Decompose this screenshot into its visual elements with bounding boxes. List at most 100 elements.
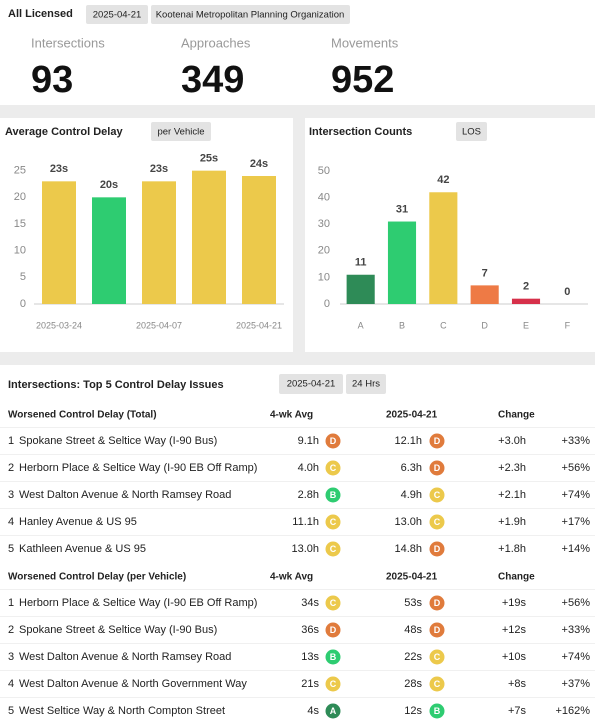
avg-delay: 4s [307,705,319,717]
los-badge [429,460,445,476]
intersection-name[interactable]: West Dalton Avenue & North Ramsey Road [19,651,231,663]
change-pct: +33% [562,624,591,636]
bar [242,176,276,304]
intersection-name[interactable]: Hanley Avenue & US 95 [19,516,137,528]
bar [511,298,541,304]
los-badge [429,514,445,530]
chip[interactable] [456,122,487,141]
y-tick-label: 15 [14,218,26,230]
los-letter: D [434,436,441,446]
bar [470,285,499,304]
change-pct: +74% [562,489,591,501]
los-letter: C [330,679,337,689]
chip[interactable] [346,374,386,394]
column-header: 2025-04-21 [386,410,438,421]
change-pct: +162% [555,705,590,717]
los-letter: B [330,490,337,500]
intersection-name[interactable]: Herborn Place & Seltice Way (I-90 EB Off… [19,597,257,609]
intersection-name[interactable]: West Dalton Avenue & North Government Wa… [19,678,247,690]
chip[interactable] [151,122,211,141]
chip[interactable] [86,5,148,24]
value-label: 11 [355,257,367,269]
stat-value: 952 [331,59,394,101]
chip[interactable] [151,5,350,24]
los-letter: C [330,598,337,608]
current-delay: 53s [404,597,422,609]
change: +1.9h [498,516,526,528]
intersection-name[interactable]: Kathleen Avenue & US 95 [19,543,146,555]
column-header: Worsened Control Delay (Total) [8,410,157,421]
x-tick-label: A [358,320,364,330]
los-badge [429,487,445,503]
los-letter: C [434,652,441,662]
change: +3.0h [498,435,526,447]
los-letter: D [330,625,337,635]
rank: 3 [8,651,14,663]
change: +2.1h [498,489,526,501]
stat-label: Approaches [181,35,251,50]
change-pct: +33% [562,435,591,447]
avg-delay: 34s [301,597,319,609]
avg-delay: 21s [301,678,319,690]
table-title: Intersections: Top 5 Control Delay Issue… [8,379,224,391]
column-header: Change [498,572,535,583]
x-tick-label: 2025-04-21 [236,320,282,330]
date-chip[interactable]: 2025-04-21 [287,379,336,390]
change-pct: +17% [562,516,591,528]
period-chip[interactable]: 24 Hrs [352,379,380,390]
y-tick-label: 50 [318,165,330,177]
y-tick-label: 25 [14,165,26,177]
bar [387,221,417,304]
los-badge [325,487,341,503]
value-label: 20s [100,179,118,191]
stat-value: 349 [181,59,244,101]
change-pct: +74% [562,651,591,663]
change: +7s [508,705,527,717]
current-delay: 22s [404,651,422,663]
x-tick-label: 2025-03-24 [36,320,82,330]
los-badge [325,460,341,476]
rank: 3 [8,489,14,501]
chart-chip[interactable]: per Vehicle [157,127,204,138]
change: +10s [502,651,527,663]
x-tick-label: F [565,320,571,330]
los-letter: C [330,517,337,527]
current-delay: 12.1h [394,435,422,447]
intersection-name[interactable]: West Seltice Way & North Compton Street [19,705,225,717]
current-delay: 6.3h [401,462,422,474]
intersection-name[interactable]: Spokane Street & Seltice Way (I-90 Bus) [19,435,217,447]
bar [92,197,126,304]
org-chip[interactable]: Kootenai Metropolitan Planning Organizat… [156,10,345,21]
chip[interactable] [279,374,343,394]
date-chip[interactable]: 2025-04-21 [93,10,142,21]
intersection-name[interactable]: Spokane Street & Seltice Way (I-90 Bus) [19,624,217,636]
los-badge [325,433,341,449]
bar [429,192,458,304]
chart-chip[interactable]: LOS [462,127,481,138]
avg-delay: 13s [301,651,319,663]
y-tick-label: 30 [318,218,330,230]
value-label: 31 [396,203,408,215]
avg-delay: 11.1h [292,516,319,528]
los-badge [325,703,341,719]
intersection-name[interactable]: West Dalton Avenue & North Ramsey Road [19,489,231,501]
avg-delay: 36s [301,624,319,636]
intersection-name[interactable]: Herborn Place & Seltice Way (I-90 EB Off… [19,462,257,474]
current-delay: 12s [404,705,422,717]
stat-value: 93 [31,59,73,101]
y-tick-label: 0 [20,298,26,310]
change: +2.3h [498,462,526,474]
current-delay: 48s [404,624,422,636]
avg-delay: 13.0h [291,543,319,555]
los-letter: C [434,679,441,689]
y-tick-label: 0 [324,298,330,310]
rank: 5 [8,543,14,555]
value-label: 24s [250,158,268,170]
los-badge [325,649,341,665]
rank: 5 [8,705,14,717]
bar [42,181,76,304]
stat-label: Intersections [31,35,105,50]
los-badge [325,541,341,557]
los-letter: D [434,463,441,473]
